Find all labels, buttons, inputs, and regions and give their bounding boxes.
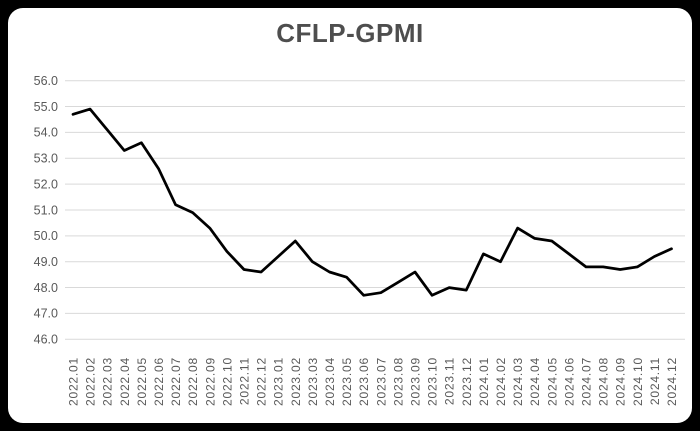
- x-axis-tick-label: 2023.06: [357, 357, 371, 406]
- x-axis-tick-label: 2022.05: [135, 357, 149, 406]
- x-axis-tick-label: 2024.10: [631, 357, 645, 406]
- chart-card: CFLP-GPMI 56.0 55.0 54.0 53.0 52.0 51.0 50.0 49…: [8, 8, 692, 423]
- chart-title: CFLP-GPMI: [276, 18, 424, 48]
- y-axis-tick-label: 55.0: [34, 100, 58, 114]
- x-axis-tick-label: 2024.08: [597, 357, 611, 406]
- y-axis-tick-label: 56.0: [34, 74, 58, 88]
- x-axis-tick-label: 2023.11: [443, 357, 457, 405]
- x-axis-tick-label: 2023.09: [409, 357, 423, 406]
- y-axis-tick-label: 54.0: [34, 126, 58, 140]
- x-axis-tick-label: 2022.06: [152, 357, 166, 406]
- x-axis-tick-label: 2024.03: [511, 357, 525, 406]
- x-axis-tick-label: 2023.07: [374, 357, 388, 406]
- x-axis-tick-label: 2023.01: [272, 357, 286, 406]
- y-axis-tick-label: 53.0: [34, 152, 58, 166]
- x-axis-tick-label: 2024.11: [648, 357, 662, 405]
- x-axis-tick-label: 2024.01: [477, 357, 491, 406]
- x-axis-tick-label: 2023.04: [323, 357, 337, 406]
- x-axis-tick-label: 2024.07: [580, 357, 594, 406]
- y-axis-tick-label: 50.0: [34, 229, 58, 243]
- y-axis-tick-label: 46.0: [34, 333, 58, 347]
- x-axis-tick-label: 2024.06: [562, 357, 576, 406]
- x-axis-tick-label: 2022.02: [84, 357, 98, 406]
- x-axis-tick-label: 2022.07: [169, 357, 183, 406]
- x-axis-tick-label: 2022.09: [203, 357, 217, 406]
- x-axis-tick-label: 2023.08: [391, 357, 405, 406]
- data-series-line: [71, 107, 673, 297]
- x-axis-tick-label: 2022.08: [186, 357, 200, 406]
- line-chart-canvas: 56.0 55.0 54.0 53.0 52.0 51.0 50.0 49.0 48.0 47.0…: [34, 74, 685, 406]
- x-axis-tick-label: 2023.12: [460, 357, 474, 406]
- y-axis-tick-label: 48.0: [34, 281, 58, 295]
- y-axis-tick-label: 49.0: [34, 255, 58, 269]
- x-axis-tick-label: 2022.10: [220, 357, 234, 406]
- x-axis-tick-label: 2024.05: [545, 357, 559, 406]
- x-axis-tick-label: 2023.05: [340, 357, 354, 406]
- x-axis-tick-label: 2022.04: [118, 357, 132, 406]
- x-axis-tick-label: 2023.02: [289, 357, 303, 406]
- y-axis-tick-label: 51.0: [34, 203, 58, 217]
- x-axis-tick-label: 2023.10: [426, 357, 440, 406]
- x-axis-tick-label: 2022.11: [238, 357, 252, 405]
- x-axis-tick-label: 2024.04: [528, 357, 542, 406]
- x-axis-tick-label: 2024.12: [665, 357, 679, 406]
- x-axis-tick-label: 2024.02: [494, 357, 508, 406]
- x-axis-tick-label: 2022.12: [255, 357, 269, 406]
- y-axis-tick-label: 47.0: [34, 307, 58, 321]
- y-axis-tick-label: 52.0: [34, 177, 58, 191]
- x-axis-tick-label: 2023.03: [306, 357, 320, 406]
- x-axis-tick-label: 2022.03: [101, 357, 115, 406]
- x-axis-tick-label: 2024.09: [614, 357, 628, 406]
- x-axis-tick-label: 2022.01: [67, 357, 81, 406]
